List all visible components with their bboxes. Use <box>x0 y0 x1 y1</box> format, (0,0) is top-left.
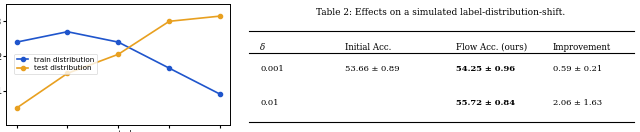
Text: 0.01: 0.01 <box>260 99 278 107</box>
Line: train distribution: train distribution <box>15 30 222 96</box>
Text: Flow Acc. (ours): Flow Acc. (ours) <box>456 43 528 52</box>
test distribution <box>216 15 224 17</box>
train distribution <box>13 41 20 43</box>
train distribution <box>115 41 122 43</box>
Text: 53.66 ± 0.89: 53.66 ± 0.89 <box>345 65 399 73</box>
train distribution <box>63 31 71 32</box>
Text: Improvement: Improvement <box>553 43 611 52</box>
test distribution <box>63 73 71 74</box>
Text: Table 2: Effects on a simulated label-distribution-shift.: Table 2: Effects on a simulated label-di… <box>316 8 566 17</box>
Text: 55.72 ± 0.84: 55.72 ± 0.84 <box>456 99 516 107</box>
Line: test distribution: test distribution <box>15 14 222 110</box>
Legend: train distribution, test distribution: train distribution, test distribution <box>15 54 97 74</box>
test distribution <box>165 20 173 22</box>
test distribution <box>115 53 122 55</box>
Text: 0.59 ± 0.21: 0.59 ± 0.21 <box>553 65 602 73</box>
train distribution <box>216 93 224 95</box>
Text: δ: δ <box>260 43 266 52</box>
Text: 2.06 ± 1.63: 2.06 ± 1.63 <box>553 99 602 107</box>
test distribution <box>13 107 20 109</box>
Text: 54.25 ± 0.96: 54.25 ± 0.96 <box>456 65 516 73</box>
Text: 0.001: 0.001 <box>260 65 284 73</box>
Text: Initial Acc.: Initial Acc. <box>345 43 391 52</box>
train distribution <box>165 67 173 69</box>
